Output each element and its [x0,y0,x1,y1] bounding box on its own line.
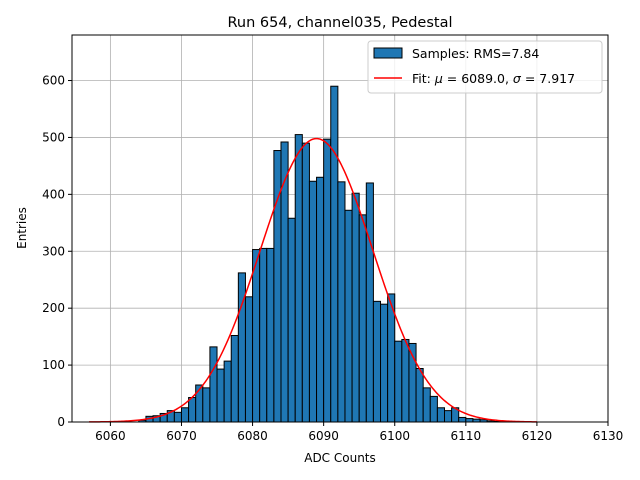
histogram-bar [287,217,296,423]
y-tick-label: 500 [42,130,65,144]
legend-box [367,40,603,94]
histogram-bar [458,416,467,423]
histogram-bar [280,141,289,423]
histogram-bar [301,142,310,423]
legend-fit-mu-symbol: μ [434,71,443,86]
histogram-bar [188,397,197,423]
legend-fit-label: Fit: μ = 6089.0, σ = 7.917 [412,71,575,86]
histogram-bar [173,411,182,423]
x-tick-label: 6110 [451,429,482,443]
x-tick-label: 6090 [308,429,339,443]
histogram-bar [443,410,453,423]
histogram-bar [465,418,474,423]
histogram-bar [415,368,424,423]
histogram-bar [422,387,431,423]
histogram-bar [351,192,360,423]
gaussian-fit-curve [89,137,537,423]
histogram-bar [436,407,445,423]
histogram-bar [266,247,275,423]
plot-frame [71,34,609,423]
histogram-bar [316,176,325,423]
histogram-bar [294,134,303,423]
histogram-bar [358,214,367,423]
legend: Samples: RMS=7.84 Fit: μ = 6089.0, σ = 7… [367,40,603,94]
legend-fit-sigma-symbol: σ [513,71,522,86]
legend-hist-prefix: Samples: RMS= [412,46,511,61]
y-tick-label: 0 [57,415,65,429]
legend-hist-rms: 7.84 [511,46,539,61]
histogram-bar [180,407,190,423]
legend-fit-prefix: Fit: [412,71,435,86]
legend-fit-sigma-value: = 7.917 [521,71,575,86]
histogram-bar [337,181,346,423]
histogram-bar [259,247,268,423]
x-axis-label: ADC Counts [304,451,376,465]
histogram-bar [429,395,438,423]
y-tick-label: 100 [42,358,65,372]
x-tick-label: 6100 [379,429,410,443]
histogram-bar [230,334,239,423]
histogram-bar [365,182,374,423]
legend-hist-label: Samples: RMS=7.84 [412,46,539,61]
y-tick-label: 400 [42,187,65,201]
y-tick-label: 300 [42,244,65,258]
histogram-bar [344,209,353,423]
x-tick-label: 6120 [522,429,553,443]
histogram-bar [401,338,410,423]
x-tick-label: 6130 [593,429,624,443]
y-axis-ticks: 0 100 200 300 400 500 600 [42,74,72,429]
histogram-bar [330,85,339,423]
histogram-bar [209,346,218,423]
histogram-bar [308,180,318,423]
legend-fit-mu-value: = 6089.0, [443,71,513,86]
legend-hist-swatch [373,47,403,59]
x-tick-label: 6060 [95,429,126,443]
y-tick-label: 200 [42,301,65,315]
histogram-bar [252,249,261,423]
histogram-bar [223,360,232,423]
histogram-bar [202,387,211,423]
histogram-bar [323,138,332,423]
histogram-bar [244,296,254,423]
y-tick-label: 600 [42,74,65,88]
chart-title: Run 654, channel035, Pedestal [227,15,452,31]
x-axis-ticks: 6060 6070 6080 6090 6100 6110 6120 6130 [95,422,623,443]
histogram-bar [380,303,389,423]
x-tick-label: 6080 [237,429,268,443]
histogram-bar [394,340,403,423]
y-axis-label: Entries [15,207,29,249]
histogram-bar [372,300,382,423]
x-tick-label: 6070 [166,429,197,443]
histogram-bar [216,368,225,423]
